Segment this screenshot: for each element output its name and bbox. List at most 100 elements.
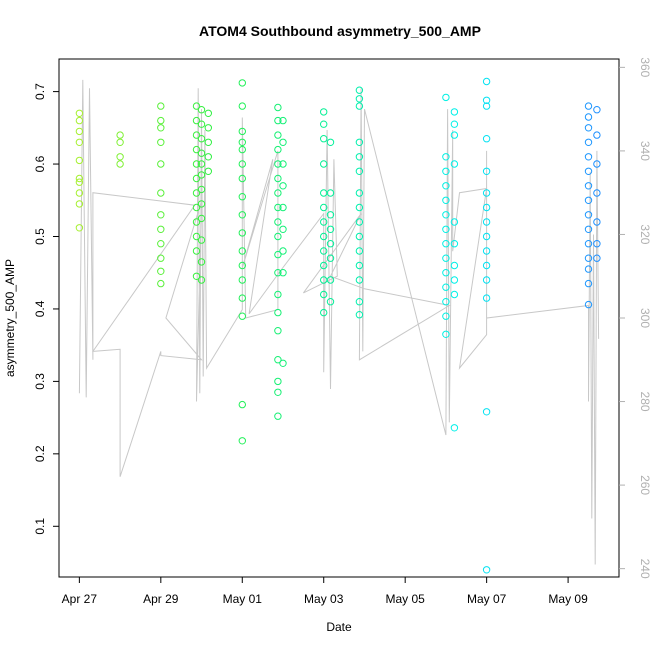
data-point bbox=[482, 135, 491, 143]
data-point bbox=[482, 247, 491, 255]
data-point bbox=[238, 400, 247, 409]
data-point bbox=[320, 247, 328, 255]
data-point bbox=[355, 276, 364, 284]
data-point bbox=[442, 254, 450, 262]
data-point bbox=[116, 138, 124, 147]
x-tick-label: May 07 bbox=[467, 592, 507, 606]
data-point bbox=[279, 160, 287, 168]
data-point bbox=[355, 311, 364, 319]
data-point bbox=[192, 272, 201, 280]
data-point bbox=[192, 160, 201, 168]
data-point bbox=[320, 261, 328, 270]
data-point bbox=[238, 294, 247, 302]
data-point bbox=[204, 167, 213, 176]
data-point bbox=[482, 294, 491, 302]
y2-axis: 240 260 280 300 320 340 360 bbox=[619, 57, 650, 579]
data-point bbox=[450, 276, 459, 284]
data-point bbox=[355, 189, 364, 197]
data-point bbox=[192, 247, 201, 255]
data-point bbox=[584, 102, 593, 110]
data-point bbox=[116, 131, 124, 139]
data-point bbox=[450, 290, 459, 299]
data-point bbox=[238, 174, 247, 183]
data-point bbox=[584, 153, 593, 161]
y2-tick-label: 360 bbox=[638, 57, 650, 77]
data-point bbox=[450, 218, 459, 226]
y2-tick-label: 240 bbox=[638, 559, 650, 579]
data-point bbox=[326, 254, 335, 262]
data-point bbox=[326, 211, 335, 219]
data-point bbox=[279, 138, 287, 147]
data-point bbox=[157, 211, 165, 219]
data-point bbox=[482, 218, 491, 226]
y2-tick-label: 320 bbox=[638, 224, 650, 244]
data-point bbox=[274, 160, 282, 168]
data-point bbox=[326, 225, 335, 234]
data-point bbox=[238, 211, 247, 219]
data-point bbox=[157, 116, 165, 125]
data-point bbox=[442, 225, 450, 234]
x-tick-label: May 05 bbox=[386, 592, 426, 606]
data-point bbox=[279, 359, 287, 367]
data-point bbox=[450, 160, 459, 168]
y-tick-label: 0.4 bbox=[33, 300, 47, 317]
data-point bbox=[157, 189, 165, 197]
data-point bbox=[197, 236, 206, 244]
data-point bbox=[482, 167, 491, 176]
data-point bbox=[204, 153, 213, 161]
data-point bbox=[274, 377, 282, 386]
data-point bbox=[482, 96, 491, 105]
y-tick-label: 0.2 bbox=[33, 445, 47, 462]
data-point bbox=[320, 308, 328, 317]
data-point bbox=[192, 189, 201, 197]
data-point bbox=[75, 138, 84, 147]
data-point bbox=[584, 211, 593, 219]
data-point bbox=[355, 153, 364, 161]
data-point bbox=[274, 116, 282, 125]
data-point bbox=[442, 312, 450, 320]
data-point bbox=[279, 269, 287, 277]
data-point bbox=[238, 79, 247, 87]
data-point bbox=[355, 203, 364, 212]
data-point bbox=[238, 145, 247, 154]
data-point bbox=[450, 240, 459, 248]
data-point bbox=[593, 106, 601, 114]
data-point bbox=[274, 203, 282, 212]
data-point bbox=[274, 131, 282, 139]
data-point bbox=[238, 437, 247, 445]
chart-title: ATOM4 Southbound asymmetry_500_AMP bbox=[199, 23, 481, 39]
data-point bbox=[450, 120, 459, 128]
data-point bbox=[274, 232, 282, 241]
data-point bbox=[482, 102, 491, 110]
data-point bbox=[75, 178, 84, 186]
data-point bbox=[238, 229, 247, 237]
data-point bbox=[442, 182, 450, 190]
point-series bbox=[75, 77, 601, 574]
data-point bbox=[157, 240, 165, 248]
y-tick-label: 0.5 bbox=[33, 228, 47, 245]
data-point bbox=[197, 185, 206, 194]
data-point bbox=[593, 160, 601, 168]
data-point bbox=[450, 131, 459, 139]
y-axis: 0.1 0.2 0.3 0.4 0.5 0.6 0.7 bbox=[33, 83, 59, 535]
data-point bbox=[157, 225, 165, 234]
data-point bbox=[593, 218, 601, 226]
data-point bbox=[274, 189, 282, 197]
data-point bbox=[326, 138, 335, 147]
data-point bbox=[238, 247, 247, 255]
data-point bbox=[274, 103, 282, 112]
data-point bbox=[320, 108, 328, 116]
x-tick-label: May 03 bbox=[304, 592, 344, 606]
data-point bbox=[442, 330, 450, 338]
data-point bbox=[75, 156, 84, 165]
data-point bbox=[274, 412, 282, 420]
y2-tick-label: 300 bbox=[638, 308, 650, 328]
data-point bbox=[593, 189, 601, 197]
data-point bbox=[274, 250, 282, 259]
data-point bbox=[197, 135, 206, 143]
data-point bbox=[75, 116, 84, 125]
data-point bbox=[584, 225, 593, 234]
data-point bbox=[584, 167, 593, 176]
data-point bbox=[238, 193, 247, 201]
data-point bbox=[192, 232, 201, 241]
